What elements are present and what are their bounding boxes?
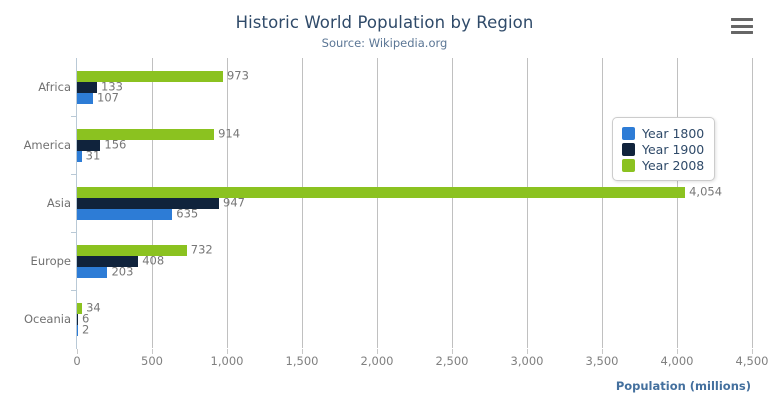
y-axis-tick	[71, 232, 77, 233]
x-axis-title: Population (millions)	[615, 379, 751, 393]
category-label-asia: Asia	[46, 196, 71, 210]
legend-label: Year 1800	[642, 125, 705, 141]
hamburger-bar-1	[731, 18, 753, 21]
legend-swatch-icon	[622, 158, 635, 172]
x-axis-tick-label: 4,000	[660, 354, 694, 368]
hamburger-bar-2	[731, 24, 753, 28]
x-axis-tick-label: 3,500	[585, 354, 619, 368]
x-axis-tick	[527, 349, 528, 354]
legend-label: Year 1900	[642, 141, 705, 157]
bar-africa-year-1800[interactable]	[77, 92, 94, 104]
bar-value-label: 6	[82, 311, 90, 326]
gridline	[377, 58, 378, 348]
x-axis-tick-label: 0	[73, 354, 81, 368]
x-axis-tick	[602, 349, 603, 354]
bar-oceania-year-1800[interactable]	[77, 324, 78, 336]
bar-value-label: 635	[176, 206, 199, 221]
bar-europe-year-1900[interactable]	[77, 255, 139, 267]
bar-value-label: 156	[104, 137, 127, 152]
y-axis-tick	[71, 290, 77, 291]
bar-value-label: 4,054	[689, 184, 723, 199]
bar-oceania-year-2008[interactable]	[77, 302, 83, 314]
x-axis-tick	[377, 349, 378, 354]
plot-area: 973 133 107 914 156 31 4,054 947 635 732 408 203 34 6…	[77, 58, 753, 348]
category-label-america: America	[23, 138, 71, 152]
bar-europe-year-1800[interactable]	[77, 266, 108, 278]
x-axis-tick-label: 4,500	[735, 354, 769, 368]
gridline	[302, 58, 303, 348]
bar-value-label: 408	[142, 253, 165, 268]
bar-asia-year-1900[interactable]	[77, 197, 220, 209]
hamburger-bar-3	[731, 31, 753, 34]
legend-item-year-2008[interactable]: Year 2008	[622, 157, 704, 173]
x-axis-tick	[752, 349, 753, 354]
bar-america-year-1900[interactable]	[77, 139, 101, 151]
hamburger-menu-icon[interactable]	[731, 17, 755, 35]
bar-value-label: 133	[100, 79, 123, 94]
chart-legend: Year 1800 Year 1900 Year 2008	[612, 117, 716, 181]
chart-subtitle: Source: Wikipedia.org	[321, 36, 448, 50]
bar-america-year-2008[interactable]	[77, 128, 215, 140]
category-label-africa: Africa	[38, 80, 71, 94]
legend-item-year-1800[interactable]: Year 1800	[622, 125, 704, 141]
bar-asia-year-2008[interactable]	[77, 186, 686, 198]
legend-label: Year 2008	[642, 157, 705, 173]
x-axis-tick	[77, 349, 78, 354]
bar-africa-year-1900[interactable]	[77, 81, 97, 93]
bar-africa-year-2008[interactable]	[77, 70, 223, 82]
x-axis-tick-label: 1,500	[285, 354, 319, 368]
gridline	[602, 58, 603, 348]
y-axis-category-labels: Africa America Asia Europe Oceania	[0, 58, 71, 348]
legend-swatch-icon	[622, 126, 635, 140]
x-axis-tick	[302, 349, 303, 354]
legend-item-year-1900[interactable]: Year 1900	[622, 141, 704, 157]
bar-value-label: 732	[190, 242, 213, 257]
category-label-oceania: Oceania	[23, 312, 71, 326]
category-label-europe: Europe	[30, 254, 71, 268]
gridline	[452, 58, 453, 348]
bar-europe-year-2008[interactable]	[77, 244, 187, 256]
x-axis-tick-labels: 0 500 1,000 1,500 2,000 2,500 3,000 3,500 4,000 4…	[0, 354, 769, 372]
x-axis-tick	[677, 349, 678, 354]
bar-asia-year-1800[interactable]	[77, 208, 173, 220]
bar-value-label: 34	[86, 300, 101, 315]
x-axis-tick-label: 2,000	[360, 354, 394, 368]
x-axis-tick	[227, 349, 228, 354]
gridline	[677, 58, 678, 348]
x-axis-tick-label: 3,000	[510, 354, 544, 368]
y-axis-line	[76, 58, 77, 349]
bar-value-label: 973	[226, 68, 249, 83]
gridline	[752, 58, 753, 348]
y-axis-tick	[71, 116, 77, 117]
bar-america-year-1800[interactable]	[77, 150, 82, 162]
legend-swatch-icon	[622, 142, 635, 156]
bar-value-label: 31	[85, 148, 101, 163]
gridline	[527, 58, 528, 348]
x-axis-tick-label: 500	[141, 354, 163, 368]
y-axis-tick	[71, 174, 77, 175]
bar-value-label: 947	[223, 195, 245, 210]
gridline	[227, 58, 228, 348]
bar-value-label: 2	[82, 322, 90, 337]
bar-value-label: 914	[218, 126, 241, 141]
x-axis-tick-label: 2,500	[435, 354, 469, 368]
chart-title: Historic World Population by Region	[235, 13, 534, 32]
bar-value-label: 203	[111, 264, 134, 279]
bar-oceania-year-1900[interactable]	[77, 313, 78, 325]
bar-value-label: 107	[97, 90, 119, 105]
x-axis-tick	[152, 349, 153, 354]
x-axis-tick	[452, 349, 453, 354]
x-axis-tick-label: 1,000	[210, 354, 244, 368]
